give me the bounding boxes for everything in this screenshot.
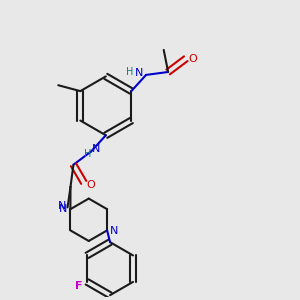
Text: N: N: [110, 226, 119, 236]
Text: N: N: [134, 68, 143, 78]
Text: N: N: [59, 204, 67, 214]
Text: O: O: [188, 54, 197, 64]
Text: N: N: [92, 143, 100, 154]
Text: F: F: [74, 281, 82, 291]
Text: N: N: [58, 201, 66, 211]
Text: H: H: [126, 67, 134, 77]
Text: H: H: [84, 149, 91, 159]
Text: O: O: [87, 180, 95, 190]
